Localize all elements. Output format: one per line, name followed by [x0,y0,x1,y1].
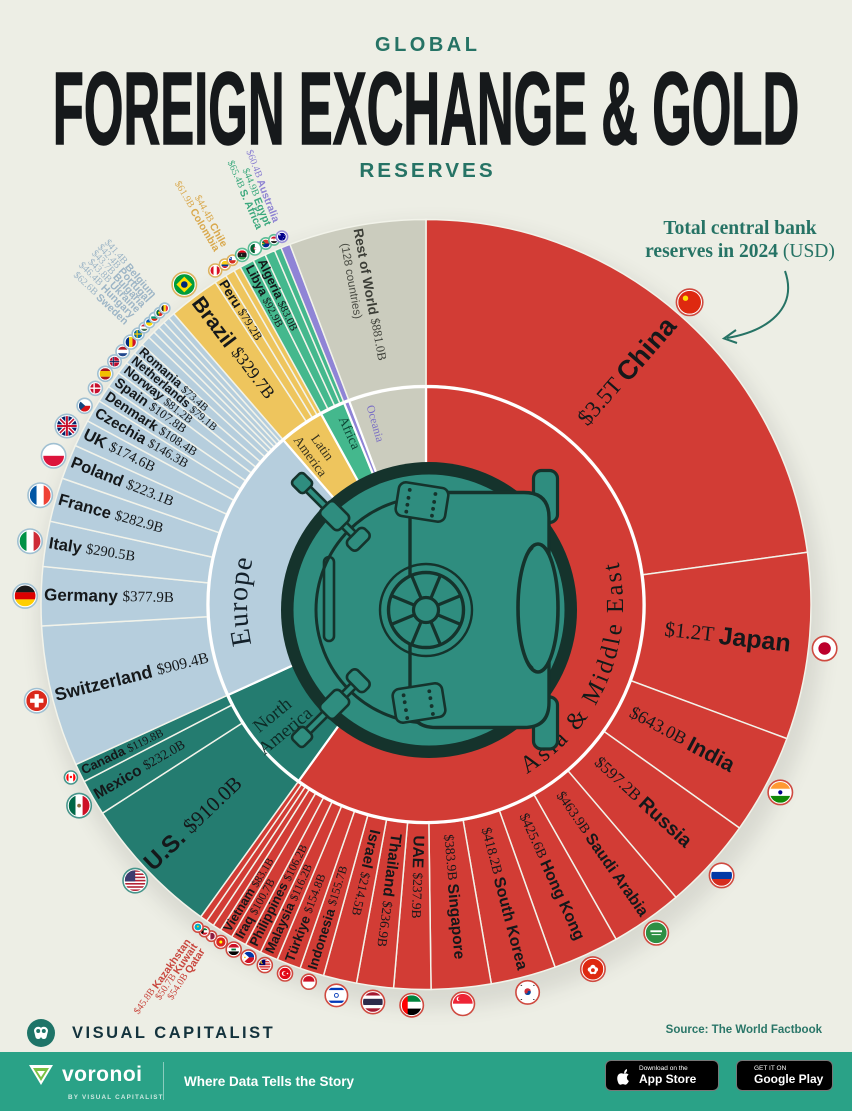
svg-text:reserves in 2024 (USD): reserves in 2024 (USD) [645,241,835,262]
svg-text:UAE $237.9B: UAE $237.9B [407,835,427,919]
svg-text:$383.9B Singapore: $383.9B Singapore [439,834,467,961]
svg-text:Italy $290.5B: Italy $290.5B [47,535,136,567]
svg-text:Total central bank: Total central bank [663,218,816,239]
svg-text:Germany $377.9B: Germany $377.9B [44,586,174,608]
